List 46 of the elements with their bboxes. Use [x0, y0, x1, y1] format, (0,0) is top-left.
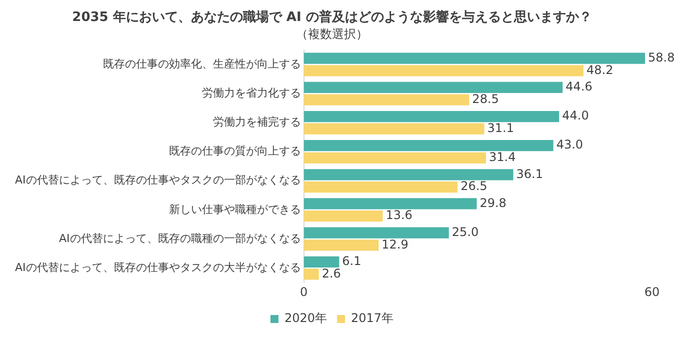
bar: [304, 123, 484, 134]
bar: [304, 198, 477, 210]
data-label: 25.0: [452, 224, 479, 239]
bar: [304, 152, 486, 164]
data-label: 2.6: [322, 266, 341, 280]
bar: [304, 82, 563, 93]
y-tick-label: 既存の仕事の効率化、生産性が向上する: [102, 57, 301, 70]
chart-title: 2035 年において、あなたの職場で AI の普及はどのような影響を与えると思いますか？: [72, 9, 592, 26]
data-label: 29.8: [480, 196, 506, 210]
legend-label: 2017年: [351, 311, 394, 326]
data-label: 12.9: [382, 237, 408, 252]
x-tick-label: 0: [300, 284, 308, 299]
data-label: 13.6: [386, 208, 412, 222]
bar: [304, 268, 319, 280]
data-label: 36.1: [516, 166, 544, 181]
data-label: 26.5: [460, 179, 488, 194]
data-label: 44.6: [566, 80, 592, 94]
y-tick-label: AIの代替によって、既存の仕事やタスクの一部がなくなる: [14, 174, 301, 187]
bar: [304, 110, 560, 122]
data-label: 31.4: [489, 150, 516, 164]
bar: [304, 227, 449, 238]
y-tick-label: 新しい仕事や職種ができる: [168, 202, 301, 216]
bar: [304, 210, 383, 222]
bar: [304, 240, 379, 251]
y-tick-label: 労働力を補完する: [212, 116, 301, 129]
data-label: 44.0: [562, 108, 589, 123]
bar: [304, 140, 554, 152]
bar: [304, 94, 470, 106]
legend-label: 2020年: [284, 311, 328, 326]
y-tick-label: AIの代替によって、既存の仕事やタスクの大半がなくなる: [14, 260, 301, 274]
y-tick-label: AIの代替によって、既存の職種の一部がなくなる: [58, 232, 301, 245]
chart-subtitle: （複数選択）: [296, 26, 368, 41]
bar: [304, 65, 584, 76]
data-label: 28.5: [472, 92, 499, 106]
data-label: 43.0: [556, 138, 584, 152]
x-tick-label: 60: [644, 284, 660, 299]
data-label: 48.2: [586, 62, 614, 77]
bar: [304, 181, 458, 193]
data-label: 31.1: [487, 120, 514, 135]
bar: [304, 256, 340, 268]
bar: [304, 52, 646, 64]
bar: [304, 169, 514, 180]
y-tick-label: 労働力を省力化する: [202, 86, 301, 100]
y-tick-label: 既存の仕事の質が向上する: [168, 144, 301, 158]
data-label: 6.1: [342, 254, 362, 268]
data-label: 58.8: [648, 50, 675, 64]
